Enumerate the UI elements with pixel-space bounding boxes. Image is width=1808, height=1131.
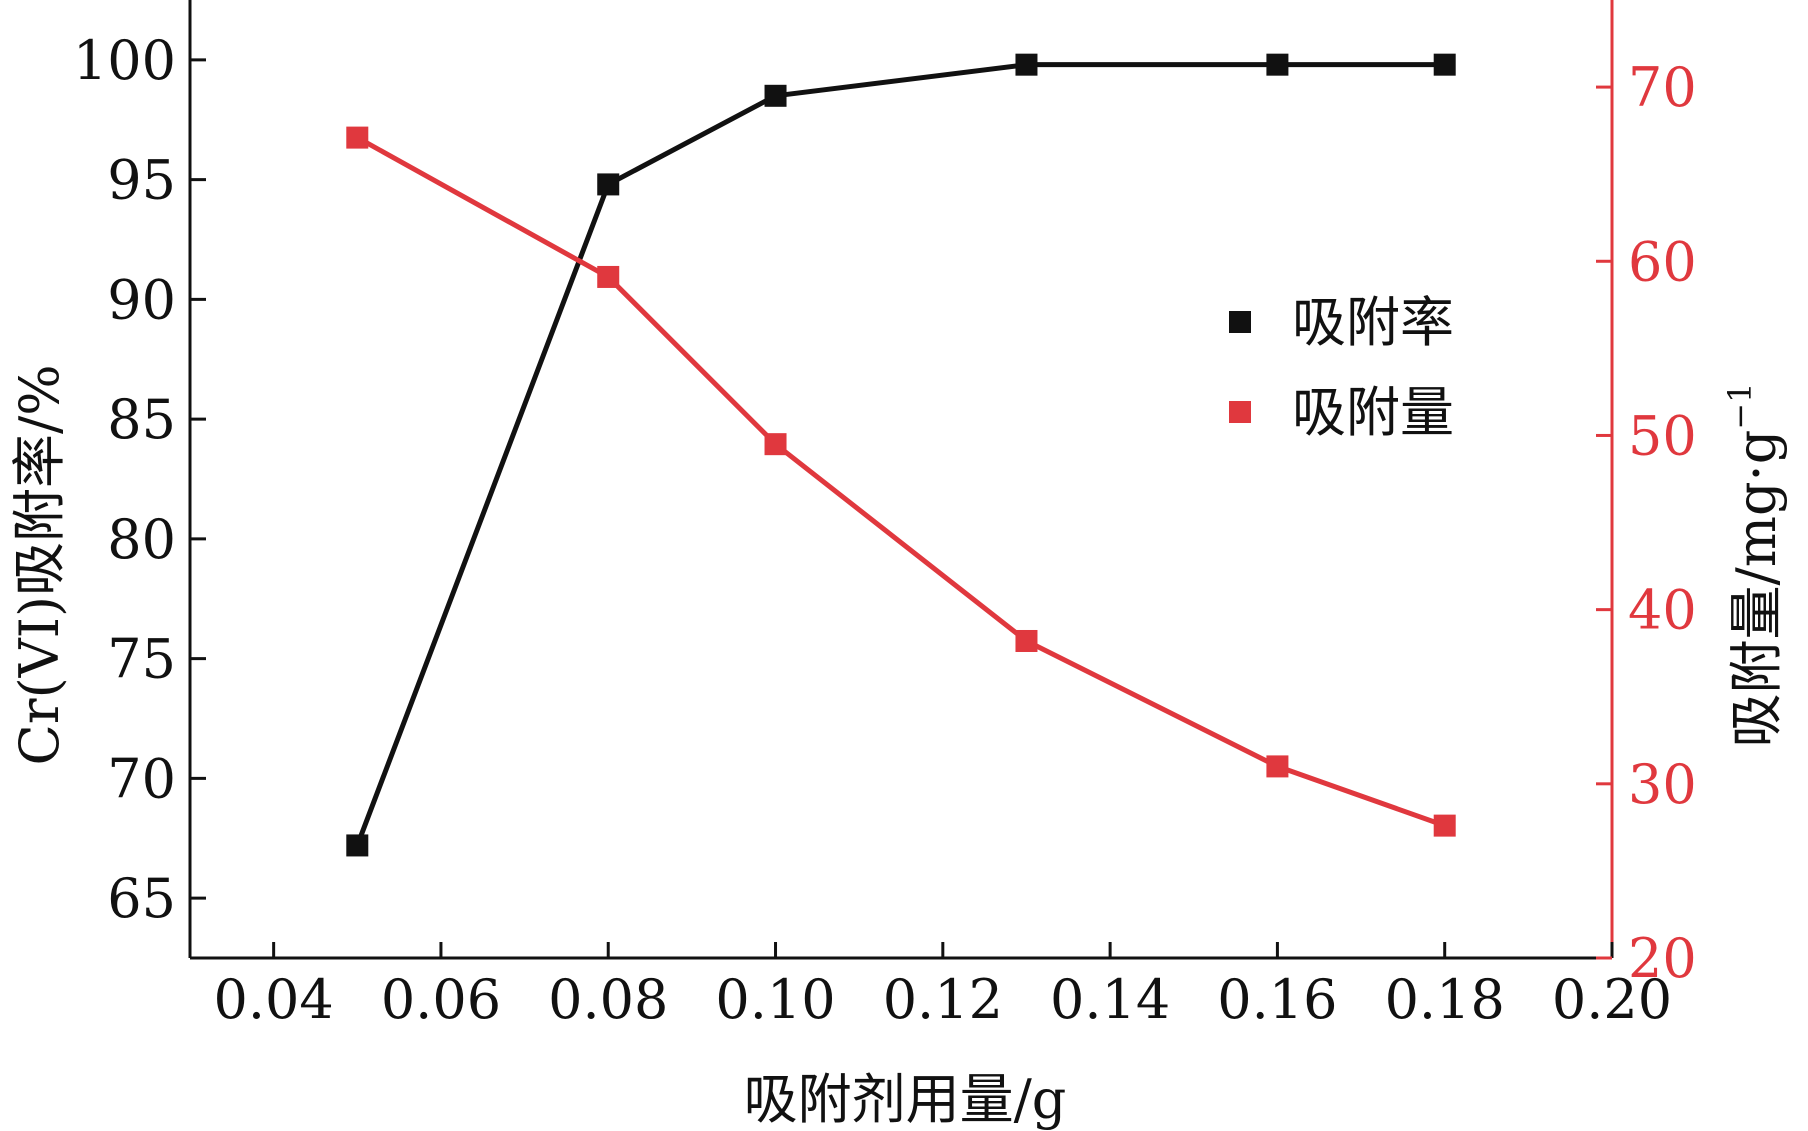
- series-line: [354, 62, 1445, 847]
- x-tick-label: 0.16: [1217, 968, 1337, 1031]
- y-left-tick-label: 75: [107, 628, 176, 691]
- y-right-axis-title-superscript: −1: [1721, 383, 1759, 430]
- x-tick-label: 0.04: [214, 968, 334, 1031]
- series-point: [1015, 53, 1038, 76]
- legend-marker: [1229, 401, 1251, 423]
- x-axis: 0.04 0.06 0.08 0.10 0.12 0.14 0.16 0.18 0.20: [214, 942, 1672, 1031]
- series-point: [346, 126, 369, 149]
- y-right-tick-label: 70: [1628, 56, 1697, 119]
- series-2: [346, 126, 1456, 837]
- y-left-tick-label: 95: [107, 149, 176, 212]
- x-tick-label: 0.06: [381, 968, 501, 1031]
- series-point: [1015, 629, 1038, 652]
- y-right-tick-label: 60: [1628, 230, 1697, 293]
- legend-label: 吸附率: [1292, 291, 1454, 354]
- series-point: [1266, 755, 1289, 778]
- series-point: [346, 834, 369, 857]
- y-left-tick-label: 80: [107, 508, 176, 571]
- y-right-tick-label: 20: [1628, 927, 1697, 990]
- legend-marker: [1229, 311, 1251, 333]
- y-left-tick-label: 85: [107, 388, 176, 451]
- legend-item-2: 吸附量: [1229, 381, 1454, 444]
- legend-label: 吸附量: [1292, 381, 1454, 444]
- series-line: [356, 135, 1446, 828]
- x-tick-label: 0.12: [883, 968, 1003, 1031]
- x-tick-label: 0.18: [1385, 968, 1505, 1031]
- y-left-axis-title: Cr(VI)吸附率/%: [8, 364, 71, 765]
- x-tick-label: 0.14: [1050, 968, 1170, 1031]
- y-right-tick-label: 40: [1628, 579, 1697, 642]
- y-right-axis: 20 30 40 50 60 70: [1596, 56, 1697, 990]
- series-layer: [346, 53, 1456, 857]
- series-point: [597, 265, 620, 288]
- y-left-axis: 65 70 75 80 85 90 95 100: [73, 29, 206, 930]
- y-right-tick-label: 50: [1628, 404, 1697, 467]
- series-point: [764, 433, 787, 456]
- x-tick-label: 0.20: [1552, 968, 1672, 1031]
- y-right-axis-title: 吸附量/mg·g−1: [1721, 383, 1788, 748]
- series-point: [597, 173, 620, 196]
- y-right-axis-title-main: 吸附量/mg·g: [1725, 430, 1788, 748]
- legend-item-1: 吸附率: [1229, 291, 1454, 354]
- y-left-tick-label: 90: [107, 268, 176, 331]
- y-right-axis-title-group: 吸附量/mg·g−1: [1721, 383, 1788, 748]
- x-tick-label: 0.08: [548, 968, 668, 1031]
- series-point: [1433, 53, 1456, 76]
- y-right-tick-label: 30: [1628, 753, 1697, 816]
- y-left-tick-label: 100: [73, 29, 176, 92]
- y-left-tick-label: 65: [107, 867, 176, 930]
- series-point: [764, 84, 787, 107]
- series-point: [1433, 814, 1456, 837]
- y-left-tick-label: 70: [107, 747, 176, 810]
- series-1: [346, 53, 1456, 857]
- x-tick-label: 0.10: [715, 968, 835, 1031]
- plot-frame: [188, 0, 1614, 960]
- x-axis-title: 吸附剂用量/g: [744, 1068, 1067, 1131]
- series-point: [1266, 53, 1289, 76]
